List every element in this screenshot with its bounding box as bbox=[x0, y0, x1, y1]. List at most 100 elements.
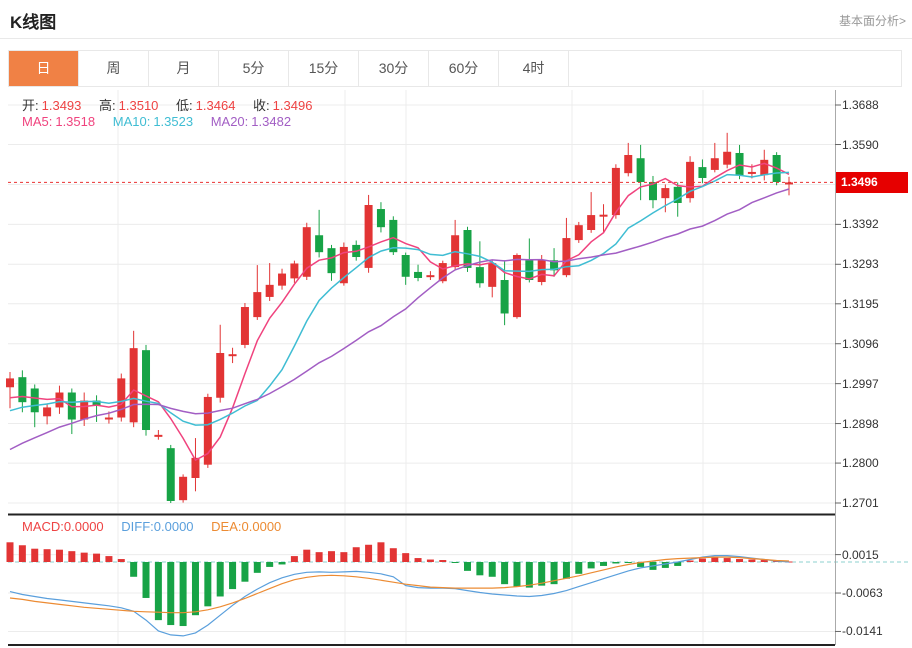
ma20-line bbox=[9, 188, 790, 451]
macd-histogram-bar bbox=[637, 562, 645, 567]
candle-body bbox=[55, 392, 64, 408]
ma-legend: MA5: 1.3518 MA10: 1.3523 MA20: 1.3482 bbox=[22, 114, 294, 129]
macd-histogram-bar bbox=[340, 552, 348, 562]
candle-body bbox=[784, 182, 793, 185]
candle-body bbox=[265, 284, 274, 297]
candle-body bbox=[401, 255, 410, 277]
macd-histogram-bar bbox=[80, 552, 88, 562]
macd-legend: MACD:0.0000 DIFF:0.0000 DEA:0.0000 bbox=[22, 519, 284, 534]
candle-body bbox=[179, 476, 188, 501]
macd-histogram-bar bbox=[525, 562, 533, 588]
candle-body bbox=[611, 167, 620, 216]
macd-histogram-bar bbox=[501, 562, 509, 585]
period-tab-4[interactable]: 15分 bbox=[289, 51, 359, 86]
candle-body bbox=[216, 352, 225, 398]
candle-body bbox=[18, 377, 27, 403]
macd-histogram-bar bbox=[105, 556, 113, 562]
candle-body bbox=[302, 227, 311, 277]
candle-body bbox=[599, 214, 608, 217]
candle-body bbox=[574, 225, 583, 241]
macd-histogram-bar bbox=[303, 549, 311, 562]
candle-body bbox=[723, 151, 732, 165]
macd-histogram-bar bbox=[624, 562, 632, 563]
price-tick-label: 1.2701 bbox=[842, 495, 879, 510]
macd-histogram-bar bbox=[55, 549, 63, 562]
macd-histogram-bar bbox=[550, 562, 558, 585]
candle-body bbox=[710, 158, 719, 170]
candle-body bbox=[648, 182, 657, 201]
candle-body bbox=[30, 388, 39, 413]
period-tab-2[interactable]: 月 bbox=[149, 51, 219, 86]
candle-body bbox=[438, 263, 447, 282]
macd-histogram-bar bbox=[698, 558, 706, 562]
price-tick-label: 1.3195 bbox=[842, 296, 879, 311]
fundamental-analysis-link[interactable]: 基本面分析> bbox=[838, 14, 906, 28]
macd-histogram-bar bbox=[352, 547, 360, 562]
macd-histogram-bar bbox=[612, 562, 620, 564]
candle-body bbox=[636, 158, 645, 183]
macd-histogram-bar bbox=[575, 562, 583, 574]
period-tabbar: 日周月 5分 15分 30分 60分 4时 bbox=[8, 50, 902, 87]
dea-line bbox=[9, 556, 790, 614]
candle-body bbox=[661, 188, 670, 199]
diff-line bbox=[9, 554, 790, 637]
high-label: 高: bbox=[99, 98, 116, 113]
macd-histogram-bar bbox=[711, 557, 719, 562]
macd-histogram-bar bbox=[43, 549, 51, 562]
period-tab-1[interactable]: 周 bbox=[79, 51, 149, 86]
period-tab-7[interactable]: 4时 bbox=[499, 51, 569, 86]
candle-body bbox=[426, 275, 435, 278]
candle-body bbox=[389, 219, 398, 253]
macd-bottom-border bbox=[8, 644, 835, 646]
candle-body bbox=[686, 161, 695, 199]
macd-histogram-bar bbox=[31, 548, 39, 562]
ma20-value: 1.3482 bbox=[251, 114, 292, 129]
pane-separator bbox=[8, 513, 835, 516]
candle-body bbox=[240, 307, 249, 345]
candle-body bbox=[278, 273, 287, 286]
ma10-value: 1.3523 bbox=[153, 114, 194, 129]
candle-body bbox=[698, 167, 707, 178]
diff-value: DIFF:0.0000 bbox=[121, 519, 194, 534]
close-value: 1.3496 bbox=[272, 98, 313, 113]
macd-histogram-bar bbox=[241, 562, 249, 582]
period-tab-3[interactable]: 5分 bbox=[219, 51, 289, 86]
period-tab-5[interactable]: 30分 bbox=[359, 51, 429, 86]
macd-histogram-bar bbox=[736, 559, 744, 562]
candle-body bbox=[92, 400, 101, 406]
macd-tick-label: -0.0141 bbox=[842, 624, 883, 639]
macd-histogram-bar bbox=[513, 562, 521, 587]
period-tab-0[interactable]: 日 bbox=[9, 51, 79, 86]
candle-body bbox=[376, 209, 385, 228]
candle-body bbox=[735, 152, 744, 176]
candle-body bbox=[228, 354, 237, 357]
price-tick-label: 1.3096 bbox=[842, 336, 879, 351]
open-value: 1.3493 bbox=[41, 98, 82, 113]
macd-histogram-bar bbox=[402, 553, 410, 562]
macd-histogram-bar bbox=[290, 556, 298, 562]
ma10-label: MA10: bbox=[112, 114, 151, 129]
macd-histogram-bar bbox=[600, 562, 608, 566]
macd-histogram-bar bbox=[315, 552, 323, 562]
price-tick-label: 1.3590 bbox=[842, 137, 879, 152]
ma5-value: 1.3518 bbox=[55, 114, 96, 129]
candle-body bbox=[166, 448, 175, 501]
candle-body bbox=[747, 171, 756, 174]
candle-body bbox=[550, 260, 559, 271]
macd-histogram-bar bbox=[723, 558, 731, 562]
candle-body bbox=[142, 350, 151, 431]
macd-histogram-bar bbox=[117, 559, 125, 562]
candle-body bbox=[624, 155, 633, 174]
close-label: 收: bbox=[253, 98, 270, 113]
period-tab-6[interactable]: 60分 bbox=[429, 51, 499, 86]
low-label: 低: bbox=[176, 98, 193, 113]
macd-histogram-bar bbox=[365, 544, 373, 562]
candle-body bbox=[525, 260, 534, 281]
macd-histogram-bar bbox=[229, 562, 237, 590]
macd-histogram-bar bbox=[167, 562, 175, 626]
macd-histogram-bar bbox=[389, 548, 397, 562]
macd-histogram-bar bbox=[674, 562, 682, 566]
macd-histogram-bar bbox=[451, 562, 459, 563]
candle-body bbox=[154, 434, 163, 437]
macd-histogram-bar bbox=[377, 542, 385, 562]
